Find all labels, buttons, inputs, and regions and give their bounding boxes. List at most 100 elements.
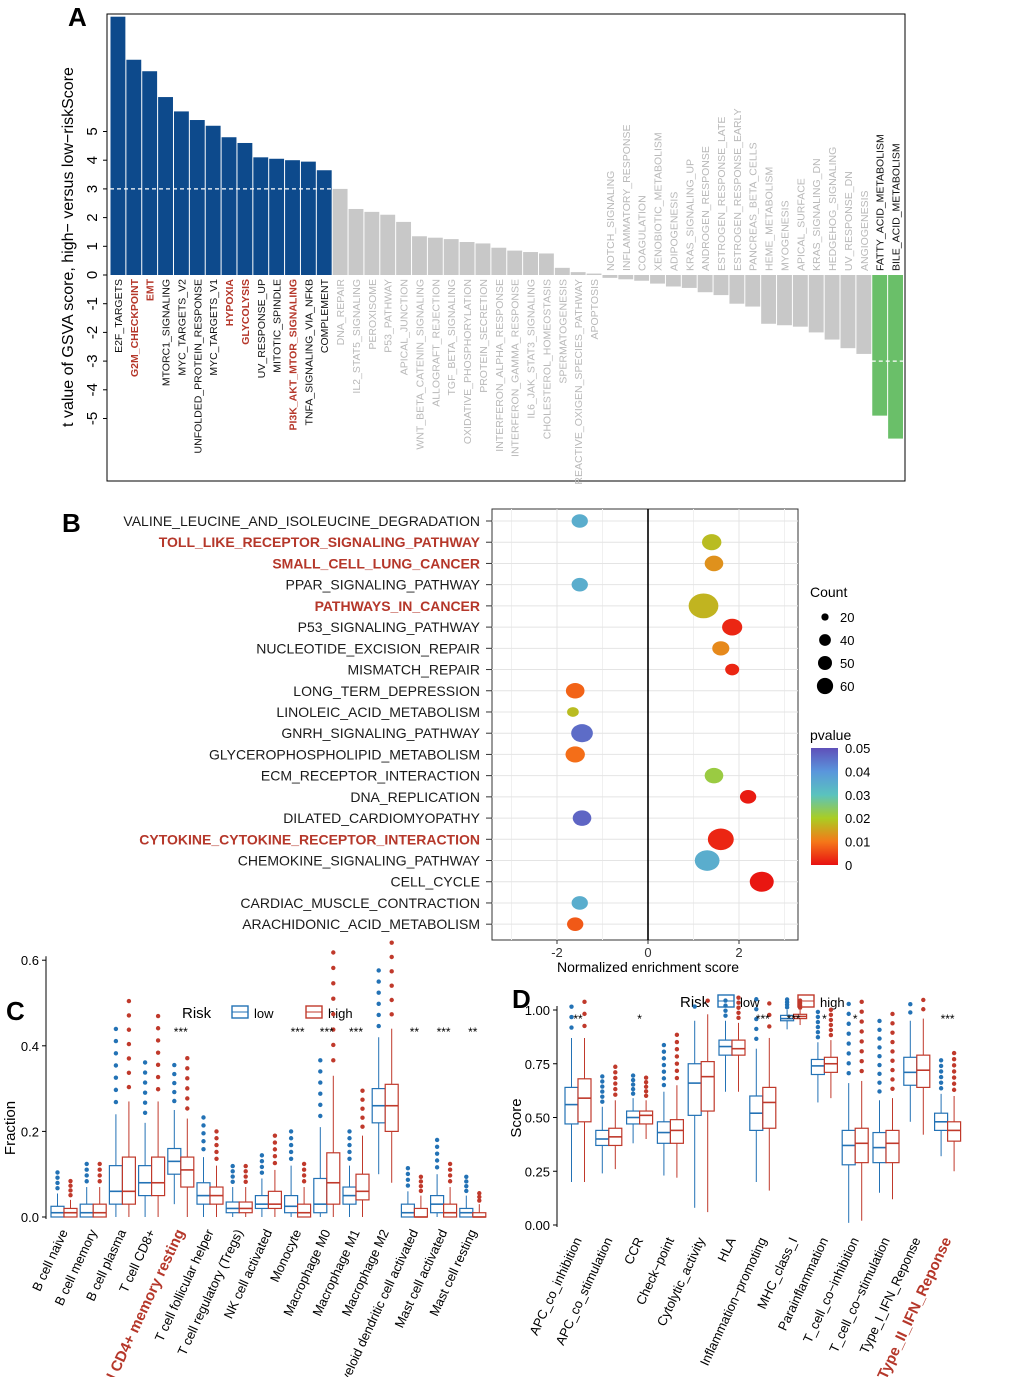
panelC-outlier <box>464 1174 469 1179</box>
panel-a-category-label: ANDROGEN_RESPONSE <box>700 146 712 271</box>
panelD-outlier <box>569 1004 574 1009</box>
panel-a-bar <box>872 275 888 416</box>
panel-a-bar <box>110 16 126 275</box>
panelD-outlier <box>600 1099 605 1104</box>
panelC-outlier <box>288 1136 294 1141</box>
panelC-outlier <box>259 1164 265 1170</box>
panelC-outlier <box>331 965 336 971</box>
panelD-outlier <box>630 1091 636 1096</box>
panelD-outlier <box>877 1018 882 1024</box>
panelC-outlier <box>172 1071 177 1077</box>
panel-b-dot <box>571 577 588 592</box>
count-legend-dot <box>816 677 834 695</box>
panel-b-dot <box>702 534 722 551</box>
panelD-outlier <box>723 1013 728 1018</box>
panel-a-bar <box>142 71 158 275</box>
panel-a-bar <box>888 275 903 439</box>
panelC-outlier <box>142 1080 148 1085</box>
panel-a-bar <box>618 275 634 280</box>
panelC-outlier <box>347 1156 352 1161</box>
panelD-outlier <box>613 1064 618 1069</box>
panelD-outlier <box>643 1084 649 1089</box>
panel-b-pathway-label: GLYCEROPHOSPHOLIPID_METABOLISM <box>209 746 480 762</box>
panelC-box <box>92 1203 107 1218</box>
panelD-outlier <box>674 1039 680 1045</box>
panel-b-dot <box>567 707 579 717</box>
panelD-outlier <box>754 1036 759 1042</box>
panelD-box <box>564 1086 579 1125</box>
panelC-outlier <box>318 1080 323 1085</box>
panelC-outlier <box>405 1171 411 1177</box>
panelC-y-tick-label: 0.0 <box>21 1210 39 1225</box>
panel-b-x-axis-label: Normalized enrichment score <box>557 959 739 975</box>
panel-a-y-tick-label: -5 <box>84 412 101 425</box>
panel-a-bar <box>538 253 554 275</box>
panelD-outlier <box>890 1067 895 1073</box>
panelD-outlier <box>951 1063 957 1068</box>
panel-a-category-label: FATTY_ACID_METABOLISM <box>875 134 887 271</box>
panelC-outlier <box>318 1058 323 1063</box>
panelC-outlier <box>418 1183 424 1189</box>
panelC-box <box>355 1173 370 1201</box>
panelD-outlier <box>846 1071 851 1076</box>
panelC-outlier <box>113 1026 119 1032</box>
panel-b-x-tick-label: -2 <box>551 945 563 960</box>
panel-label-b: B <box>62 508 81 538</box>
panel-a-category-label: OXIDATIVE_PHOSPHORYLATION <box>462 279 474 444</box>
panel-a-y-axis-label: t value of GSVA score, high− versus low−… <box>60 67 77 427</box>
panel-a-bar <box>364 211 380 275</box>
panelD-outlier <box>846 1001 851 1007</box>
panelD-outlier <box>674 1061 680 1066</box>
panel-a-category-label: WNT_BETA_CATENIN_SIGNALING <box>414 279 426 450</box>
panelD-outlier <box>828 1032 834 1038</box>
panelD-outlier <box>951 1087 957 1093</box>
panel-a-bar <box>840 275 856 349</box>
panelD-outlier <box>921 1007 926 1012</box>
panel-label-c: C <box>6 996 25 1026</box>
panel-b-pathway-label: CYTOKINE_CYTOKINE_RECEPTOR_INTERACTION <box>139 831 480 847</box>
panelC-outlier <box>418 1188 424 1194</box>
panelD-outlier <box>938 1069 944 1074</box>
panelD-outlier <box>846 1041 851 1046</box>
panelC-outlier <box>243 1179 248 1184</box>
panelC-outlier <box>113 1051 119 1056</box>
panel-c-y-axis-label: Fraction <box>2 1101 19 1155</box>
panel-a-category-label: NOTCH_SIGNALING <box>605 171 617 271</box>
panelD-outlier <box>859 1009 864 1014</box>
panelC-outlier <box>447 1179 453 1184</box>
panelD-box <box>810 1058 826 1076</box>
panelC-outlier <box>376 1012 381 1018</box>
panel-a-bar <box>761 275 777 324</box>
panelC-outlier <box>318 1091 323 1096</box>
panelC-outlier <box>214 1142 219 1148</box>
panelC-outlier <box>447 1167 453 1172</box>
panelD-outlier <box>877 1080 882 1085</box>
panelC-outlier <box>389 940 394 945</box>
panel-a-bar <box>777 275 792 326</box>
panelC-outlier <box>405 1183 411 1188</box>
panelC-box <box>225 1201 240 1214</box>
panelC-outlier <box>214 1136 219 1141</box>
panel-b-pathway-label: LONG_TERM_DEPRESSION <box>293 683 480 699</box>
panelD-box <box>731 1039 746 1056</box>
panelC-significance-label: *** <box>174 1025 188 1039</box>
panelC-outlier <box>201 1131 206 1136</box>
panelD-outlier <box>643 1089 649 1094</box>
panelC-outlier <box>155 1013 161 1019</box>
panelD-significance-label: * <box>637 1012 642 1026</box>
panelC-outlier <box>55 1170 60 1175</box>
panel-a-category-label: BILE_ACID_METABOLISM <box>891 143 903 271</box>
panelC-outlier <box>185 1096 190 1101</box>
panel-b-dot <box>722 618 743 636</box>
panelD-outlier <box>661 1056 667 1061</box>
pvalue-legend-label: 0.04 <box>845 764 870 779</box>
panelC-outlier <box>389 997 394 1003</box>
panelD-outlier <box>815 1009 821 1015</box>
panelD-y-tick-label: 0.25 <box>525 1164 550 1179</box>
panelC-outlier <box>84 1161 89 1167</box>
panel-b-x-tick-label: 0 <box>644 945 651 960</box>
panelD-outlier <box>938 1063 944 1069</box>
panel-a-category-label: COMPLEMENT <box>319 278 331 353</box>
panelC-outlier <box>301 1179 307 1184</box>
